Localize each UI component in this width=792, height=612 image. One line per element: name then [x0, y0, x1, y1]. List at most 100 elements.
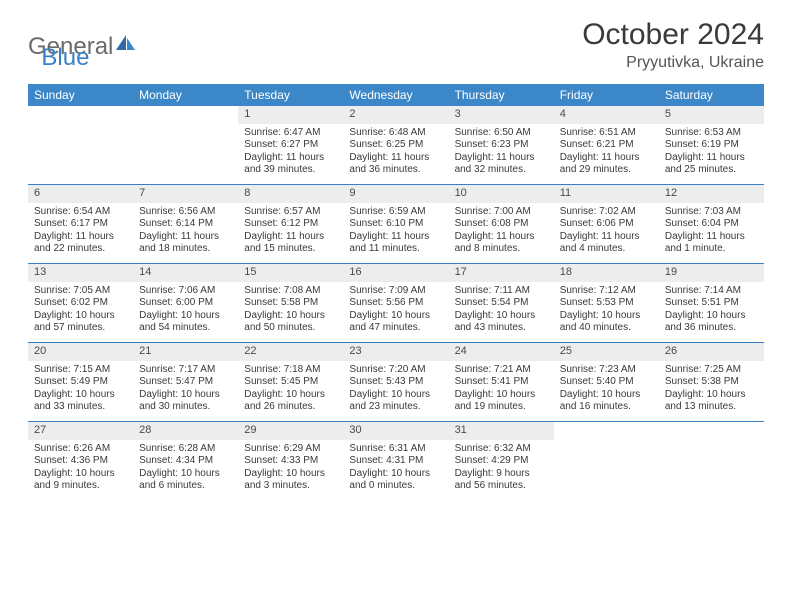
sunset-line: Sunset: 6:27 PM [244, 139, 337, 152]
day-content: Sunrise: 7:05 AMSunset: 6:02 PMDaylight:… [28, 282, 133, 341]
day-content: Sunrise: 7:12 AMSunset: 5:53 PMDaylight:… [554, 282, 659, 341]
day-content: Sunrise: 6:53 AMSunset: 6:19 PMDaylight:… [659, 124, 764, 183]
calendar-day-cell: 24Sunrise: 7:21 AMSunset: 5:41 PMDayligh… [449, 343, 554, 421]
daylight-line: Daylight: 9 hours [455, 468, 548, 481]
day-content: Sunrise: 6:31 AMSunset: 4:31 PMDaylight:… [343, 440, 448, 499]
sunrise-line: Sunrise: 7:14 AM [665, 285, 758, 298]
day-content: Sunrise: 7:20 AMSunset: 5:43 PMDaylight:… [343, 361, 448, 420]
sunset-line: Sunset: 6:04 PM [665, 218, 758, 231]
weekday-header: Friday [554, 84, 659, 106]
daylight-line2: and 40 minutes. [560, 322, 653, 335]
sunset-line: Sunset: 6:19 PM [665, 139, 758, 152]
day-content: Sunrise: 7:17 AMSunset: 5:47 PMDaylight:… [133, 361, 238, 420]
day-content: Sunrise: 7:21 AMSunset: 5:41 PMDaylight:… [449, 361, 554, 420]
daylight-line: Daylight: 10 hours [139, 389, 232, 402]
daylight-line2: and 29 minutes. [560, 164, 653, 177]
day-number: 2 [343, 106, 448, 124]
daylight-line: Daylight: 10 hours [349, 468, 442, 481]
day-number: 14 [133, 264, 238, 282]
sunrise-line: Sunrise: 7:20 AM [349, 364, 442, 377]
sunrise-line: Sunrise: 6:26 AM [34, 443, 127, 456]
day-number: 18 [554, 264, 659, 282]
sunrise-line: Sunrise: 6:28 AM [139, 443, 232, 456]
sunset-line: Sunset: 4:33 PM [244, 455, 337, 468]
sunrise-line: Sunrise: 6:48 AM [349, 127, 442, 140]
calendar-week-row: 27Sunrise: 6:26 AMSunset: 4:36 PMDayligh… [28, 422, 764, 500]
day-content: Sunrise: 6:26 AMSunset: 4:36 PMDaylight:… [28, 440, 133, 499]
day-number: 13 [28, 264, 133, 282]
day-content: Sunrise: 6:54 AMSunset: 6:17 PMDaylight:… [28, 203, 133, 262]
day-number: 3 [449, 106, 554, 124]
logo-text-blue: Blue [41, 44, 89, 72]
daylight-line2: and 36 minutes. [665, 322, 758, 335]
daylight-line2: and 0 minutes. [349, 480, 442, 493]
day-number: 7 [133, 185, 238, 203]
calendar-header-row: SundayMondayTuesdayWednesdayThursdayFrid… [28, 84, 764, 106]
weekday-header: Tuesday [238, 84, 343, 106]
sunrise-line: Sunrise: 7:09 AM [349, 285, 442, 298]
calendar-week-row: ..1Sunrise: 6:47 AMSunset: 6:27 PMDaylig… [28, 106, 764, 185]
sunset-line: Sunset: 6:14 PM [139, 218, 232, 231]
day-number: 19 [659, 264, 764, 282]
daylight-line: Daylight: 11 hours [455, 152, 548, 165]
calendar-day-cell: 16Sunrise: 7:09 AMSunset: 5:56 PMDayligh… [343, 264, 448, 342]
sunrise-line: Sunrise: 7:21 AM [455, 364, 548, 377]
calendar-day-cell: 5Sunrise: 6:53 AMSunset: 6:19 PMDaylight… [659, 106, 764, 184]
sunrise-line: Sunrise: 6:59 AM [349, 206, 442, 219]
daylight-line: Daylight: 11 hours [665, 231, 758, 244]
calendar-day-cell: 2Sunrise: 6:48 AMSunset: 6:25 PMDaylight… [343, 106, 448, 184]
sunrise-line: Sunrise: 7:12 AM [560, 285, 653, 298]
calendar-day-cell: 18Sunrise: 7:12 AMSunset: 5:53 PMDayligh… [554, 264, 659, 342]
calendar-day-cell: 13Sunrise: 7:05 AMSunset: 6:02 PMDayligh… [28, 264, 133, 342]
calendar-day-cell: 15Sunrise: 7:08 AMSunset: 5:58 PMDayligh… [238, 264, 343, 342]
day-content: Sunrise: 6:57 AMSunset: 6:12 PMDaylight:… [238, 203, 343, 262]
sunrise-line: Sunrise: 6:31 AM [349, 443, 442, 456]
daylight-line: Daylight: 10 hours [139, 310, 232, 323]
daylight-line2: and 15 minutes. [244, 243, 337, 256]
daylight-line: Daylight: 10 hours [349, 389, 442, 402]
sunset-line: Sunset: 5:58 PM [244, 297, 337, 310]
day-content: Sunrise: 6:50 AMSunset: 6:23 PMDaylight:… [449, 124, 554, 183]
day-content: Sunrise: 6:59 AMSunset: 6:10 PMDaylight:… [343, 203, 448, 262]
calendar-day-cell: 9Sunrise: 6:59 AMSunset: 6:10 PMDaylight… [343, 185, 448, 263]
calendar-day-cell: 7 Sunrise: 6:56 AMSunset: 6:14 PMDaylight… [133, 185, 238, 263]
sunset-line: Sunset: 5:56 PM [349, 297, 442, 310]
sunset-line: Sunset: 6:10 PM [349, 218, 442, 231]
sunrise-line: Sunrise: 6:29 AM [244, 443, 337, 456]
sunrise-line: Sunrise: 7:02 AM [560, 206, 653, 219]
daylight-line2: and 36 minutes. [349, 164, 442, 177]
daylight-line: Daylight: 10 hours [139, 468, 232, 481]
weekday-header: Thursday [449, 84, 554, 106]
daylight-line: Daylight: 10 hours [560, 310, 653, 323]
daylight-line: Daylight: 10 hours [34, 389, 127, 402]
daylight-line: Daylight: 11 hours [244, 231, 337, 244]
daylight-line: Daylight: 10 hours [455, 310, 548, 323]
daylight-line: Daylight: 11 hours [349, 152, 442, 165]
sunrise-line: Sunrise: 7:08 AM [244, 285, 337, 298]
calendar-day-cell: 6Sunrise: 6:54 AMSunset: 6:17 PMDaylight… [28, 185, 133, 263]
sunset-line: Sunset: 6:02 PM [34, 297, 127, 310]
day-content: Sunrise: 7:08 AMSunset: 5:58 PMDaylight:… [238, 282, 343, 341]
sunset-line: Sunset: 6:06 PM [560, 218, 653, 231]
sunrise-line: Sunrise: 7:18 AM [244, 364, 337, 377]
daylight-line: Daylight: 11 hours [665, 152, 758, 165]
daylight-line2: and 26 minutes. [244, 401, 337, 414]
calendar-day-cell: 23Sunrise: 7:20 AMSunset: 5:43 PMDayligh… [343, 343, 448, 421]
daylight-line: Daylight: 11 hours [560, 152, 653, 165]
daylight-line: Daylight: 11 hours [139, 231, 232, 244]
day-content: Sunrise: 6:51 AMSunset: 6:21 PMDaylight:… [554, 124, 659, 183]
daylight-line2: and 19 minutes. [455, 401, 548, 414]
daylight-line: Daylight: 11 hours [349, 231, 442, 244]
calendar-day-cell: 3Sunrise: 6:50 AMSunset: 6:23 PMDaylight… [449, 106, 554, 184]
calendar-day-cell: 29Sunrise: 6:29 AMSunset: 4:33 PMDayligh… [238, 422, 343, 500]
daylight-line2: and 23 minutes. [349, 401, 442, 414]
day-content: Sunrise: 7:23 AMSunset: 5:40 PMDaylight:… [554, 361, 659, 420]
sunset-line: Sunset: 4:29 PM [455, 455, 548, 468]
day-number: 29 [238, 422, 343, 440]
sunrise-line: Sunrise: 6:54 AM [34, 206, 127, 219]
sunrise-line: Sunrise: 6:56 AM [139, 206, 232, 219]
header: General Blue October 2024 Pryyutivka, Uk… [28, 18, 764, 72]
calendar-day-cell: . [28, 106, 133, 184]
daylight-line2: and 11 minutes. [349, 243, 442, 256]
sunrise-line: Sunrise: 7:17 AM [139, 364, 232, 377]
